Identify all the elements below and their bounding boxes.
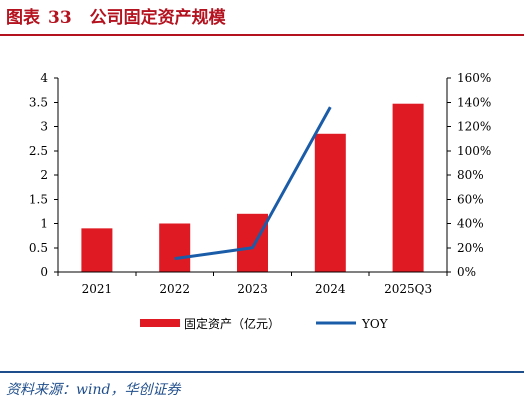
- bar-2025Q3: [392, 103, 424, 272]
- right-axis-ticks: 0% 20% 40% 60% 80% 100% 120% 140% 160%: [447, 71, 491, 279]
- left-tick-label: 1: [40, 217, 48, 231]
- left-tick-label: 2.5: [29, 144, 48, 158]
- bar-2021: [81, 228, 113, 272]
- bar-2024: [314, 133, 346, 272]
- x-tick-label: 2023: [237, 282, 268, 296]
- yoy-line-series: [174, 106, 332, 261]
- left-tick-label: 3.5: [29, 95, 48, 109]
- right-tick-label: 80%: [457, 168, 484, 182]
- right-tick-label: 140%: [457, 95, 491, 109]
- chart-legend: 固定资产（亿元） YOY: [140, 316, 389, 331]
- source-divider: [0, 371, 524, 373]
- left-tick-label: 3: [40, 120, 48, 134]
- title-divider: [0, 34, 524, 36]
- left-tick-label: 0: [40, 265, 48, 279]
- bar-2023: [237, 213, 268, 272]
- figure-title: 图表 33 公司固定资产规模: [6, 6, 226, 30]
- left-axis-ticks: 0 0.5 1 1.5 2 2.5 3 3.5 4: [29, 71, 58, 279]
- left-tick-label: 4: [40, 71, 48, 85]
- yoy-line: [174, 106, 332, 261]
- x-tick-label: 2024: [315, 282, 346, 296]
- x-axis-ticks: 2021 2022 2023 2024 2025Q3: [57, 272, 448, 296]
- bar-series: [81, 103, 424, 272]
- figure-number: 33: [48, 8, 72, 28]
- fixed-assets-chart: 0 0.5 1 1.5 2 2.5 3 3.5 4 0% 20% 40% 60% 80% 100% 120%…: [29, 71, 491, 331]
- left-tick-label: 0.5: [29, 241, 48, 255]
- left-tick-label: 2: [40, 168, 48, 182]
- right-tick-label: 160%: [457, 71, 491, 85]
- x-tick-label: 2021: [82, 282, 113, 296]
- left-tick-label: 1.5: [29, 192, 48, 206]
- bar-2022: [159, 223, 191, 272]
- right-tick-label: 60%: [457, 192, 484, 206]
- legend-bar-label: 固定资产（亿元）: [184, 316, 280, 331]
- x-tick-label: 2025Q3: [384, 282, 432, 296]
- right-tick-label: 20%: [457, 241, 484, 255]
- right-tick-label: 100%: [457, 144, 491, 158]
- right-tick-label: 0%: [457, 265, 476, 279]
- legend-bar-swatch: [140, 319, 180, 327]
- figure-title-text: 公司固定资产规模: [89, 8, 226, 28]
- legend-line-label: YOY: [361, 317, 389, 331]
- x-tick-label: 2022: [159, 282, 190, 296]
- figure-prefix: 图表: [6, 8, 40, 28]
- right-tick-label: 120%: [457, 120, 491, 134]
- right-tick-label: 40%: [457, 217, 484, 231]
- source-note: 资料来源：wind，华创证券: [6, 382, 181, 398]
